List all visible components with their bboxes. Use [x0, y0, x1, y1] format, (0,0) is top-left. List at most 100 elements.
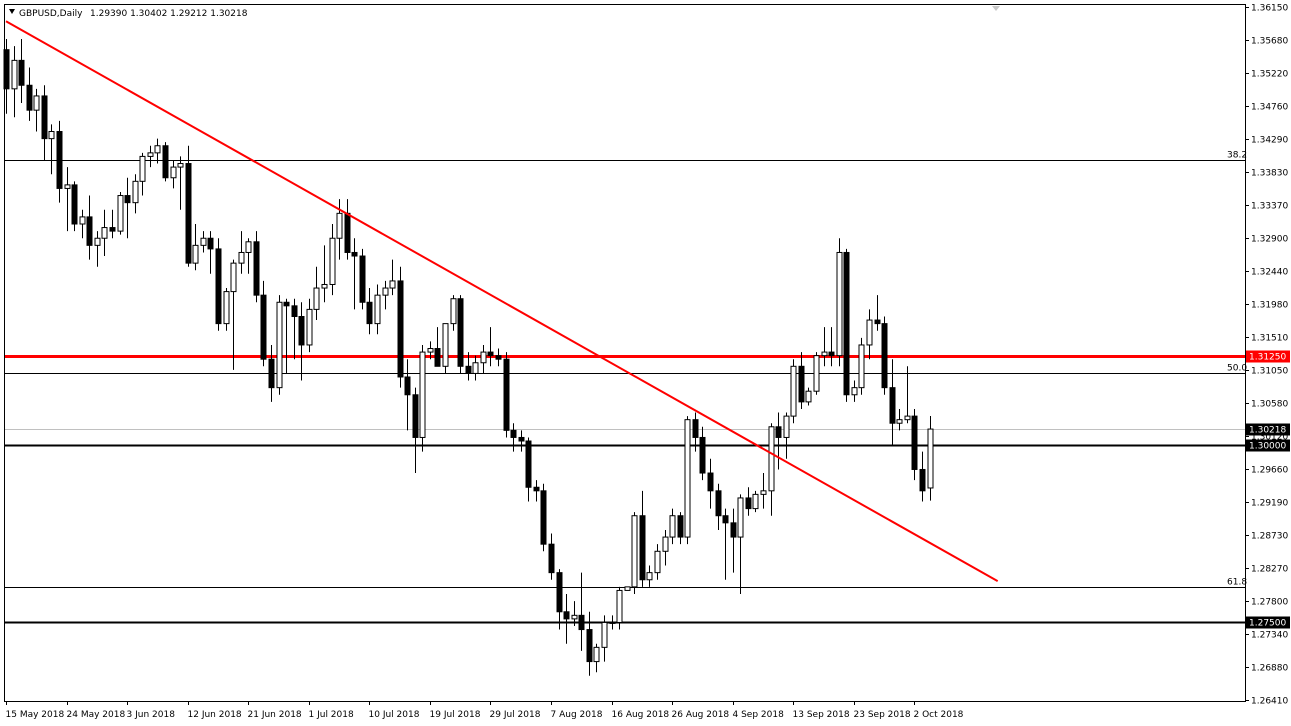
candle: [813, 352, 820, 395]
bull-candle-body: [669, 515, 676, 538]
candle: [101, 209, 108, 257]
bear-candle-body: [465, 365, 472, 374]
candle: [238, 231, 245, 274]
bear-candle-body: [540, 490, 547, 545]
date-tick-label: 10 Jul 2018: [369, 710, 420, 720]
candle: [18, 39, 25, 104]
candle: [745, 487, 752, 516]
bull-candle-body: [329, 237, 336, 285]
bull-candle-body: [646, 572, 653, 581]
candle: [185, 145, 192, 267]
bear-candle-body: [715, 490, 722, 517]
bull-candle-body: [450, 298, 457, 325]
candle: [503, 352, 510, 438]
bull-candle-body: [382, 287, 389, 296]
candle: [147, 145, 154, 168]
price-tag-box: [1246, 616, 1290, 629]
candle: [783, 412, 790, 459]
bear-candle-body: [109, 227, 116, 232]
candle: [571, 601, 578, 627]
bear-candle-body: [351, 251, 358, 257]
bear-candle-body: [41, 95, 48, 140]
scroll-marker-icon[interactable]: [992, 6, 1000, 11]
candle: [86, 195, 93, 260]
candle: [699, 426, 706, 481]
bull-candle-body: [752, 493, 759, 510]
date-tick-label: 13 Sep 2018: [793, 710, 850, 720]
candle: [56, 120, 63, 203]
trendline-layer[interactable]: [5, 20, 999, 583]
candle: [442, 323, 449, 374]
candle: [427, 341, 434, 360]
bull-candle-body: [33, 95, 40, 111]
bear-candle-body: [874, 319, 881, 325]
bull-candle-body: [230, 262, 237, 293]
bull-candle-body: [927, 428, 934, 489]
price-tick-label: 1.35220: [1251, 70, 1288, 80]
price-tick-label: 1.33830: [1251, 169, 1288, 179]
bear-candle-body: [457, 298, 464, 367]
price-tick-label: 1.28270: [1251, 565, 1288, 575]
bear-candle-body: [215, 248, 222, 325]
candle: [480, 344, 487, 374]
candle: [487, 327, 494, 367]
bear-candle-body: [677, 515, 684, 538]
candle: [200, 231, 207, 253]
fib-level-label: 38.2: [1227, 151, 1247, 161]
candle: [64, 167, 71, 232]
candle: [291, 298, 298, 360]
bear-candle-body: [518, 436, 525, 442]
bear-candle-body: [26, 84, 33, 111]
candle: [790, 359, 797, 424]
candle: [132, 174, 139, 214]
price-tick-label: 1.34290: [1251, 136, 1288, 146]
candle: [518, 430, 525, 452]
candle: [207, 231, 214, 274]
candle: [874, 295, 881, 331]
candle: [639, 490, 646, 587]
price-tag-label: 1.31250: [1249, 353, 1286, 363]
candle: [601, 615, 608, 662]
bull-candle-body: [684, 419, 691, 538]
bear-candle-body: [124, 195, 131, 204]
candle: [866, 309, 873, 360]
bull-candle-body: [419, 351, 426, 438]
candle: [268, 344, 275, 402]
candle: [548, 533, 555, 580]
candle: [434, 327, 441, 367]
bear-candle-body: [56, 131, 63, 189]
chevron-down-icon[interactable]: [9, 9, 15, 14]
horizontal-levels: [5, 160, 1245, 624]
bull-candle-body: [170, 166, 177, 179]
bull-candle-body: [132, 180, 139, 204]
bull-candle-body: [321, 283, 328, 289]
bull-candle-body: [624, 586, 631, 591]
bear-candle-body: [639, 515, 646, 581]
candle: [79, 209, 86, 239]
candle: [722, 508, 729, 580]
bear-candle-body: [487, 351, 494, 357]
price-tick-label: 1.32440: [1251, 268, 1288, 278]
candle: [828, 327, 835, 367]
trendline[interactable]: [5, 20, 999, 583]
bull-candle-body: [609, 621, 616, 624]
bear-candle-body: [881, 323, 888, 389]
price-tick-label: 1.27800: [1251, 598, 1288, 608]
price-tick-label: 1.29660: [1251, 466, 1288, 476]
candle: [821, 327, 828, 367]
bull-candle-body: [11, 59, 18, 90]
bull-candle-body: [374, 294, 381, 325]
bull-candle-body: [760, 490, 767, 495]
candle: [397, 266, 404, 388]
bear-candle-body: [397, 280, 404, 378]
candle: [805, 387, 812, 406]
date-tick-label: 23 Sep 2018: [854, 710, 911, 720]
bull-candle-body: [896, 419, 903, 424]
candle: [563, 593, 570, 644]
bull-candle-body: [866, 319, 873, 346]
bear-candle-body: [185, 163, 192, 264]
bull-candle-body: [117, 195, 124, 232]
price-tick-label: 1.32900: [1251, 235, 1288, 245]
candle: [245, 238, 252, 274]
